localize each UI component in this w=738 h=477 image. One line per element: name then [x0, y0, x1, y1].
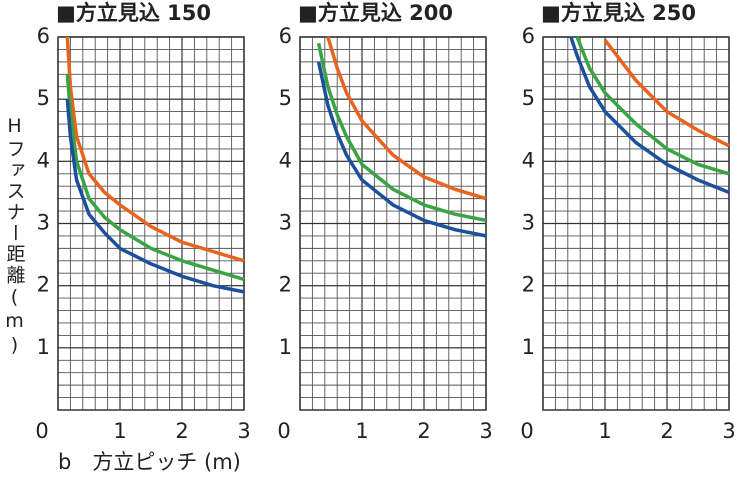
- curve: [65, 36, 245, 263]
- x-tick-label: 1: [598, 419, 611, 443]
- y-tick-label: 6: [522, 24, 535, 48]
- y-tick-label: 3: [522, 211, 535, 235]
- x-tick-label: 2: [660, 419, 673, 443]
- y-tick-label: 3: [279, 211, 292, 235]
- y-tick-label: 2: [37, 273, 50, 297]
- x-tick-label: 1: [113, 419, 126, 443]
- curve: [316, 61, 487, 238]
- curve: [569, 36, 730, 195]
- curve: [603, 39, 730, 148]
- y-tick-label: 1: [37, 335, 50, 359]
- y-tick-label: 5: [522, 86, 535, 110]
- y-tick-label: 6: [279, 24, 292, 48]
- y-tick-label: 2: [279, 273, 292, 297]
- y-tick-label: 4: [279, 148, 292, 172]
- x-tick-label: 2: [417, 419, 430, 443]
- x-tick-label: 1: [355, 419, 368, 443]
- x-tick-label: 0: [35, 419, 48, 443]
- curve: [316, 42, 487, 223]
- y-tick-label: 1: [279, 335, 292, 359]
- x-tick-label: 2: [175, 419, 188, 443]
- x-axis-label: b 方立ピッチ (m): [58, 450, 241, 474]
- y-tick-label: 6: [37, 24, 50, 48]
- panel-title: ■方立見込 150: [56, 1, 211, 25]
- x-tick-label: 0: [277, 419, 290, 443]
- curve: [65, 74, 245, 282]
- y-tick-label: 3: [37, 211, 50, 235]
- curve: [326, 36, 487, 201]
- x-tick-label: 0: [520, 419, 533, 443]
- y-tick-label: 4: [37, 148, 50, 172]
- x-tick-label: 3: [479, 419, 492, 443]
- y-axis-label: Hファスナー距離(m): [4, 115, 26, 358]
- y-tick-label: 2: [522, 273, 535, 297]
- panel-title: ■方立見込 250: [541, 1, 696, 25]
- y-tick-label: 5: [279, 86, 292, 110]
- curve: [65, 99, 245, 294]
- x-tick-label: 3: [722, 419, 735, 443]
- x-tick-label: 3: [237, 419, 250, 443]
- y-tick-label: 1: [522, 335, 535, 359]
- curve: [575, 36, 730, 176]
- panel-title: ■方立見込 200: [298, 1, 453, 25]
- y-tick-label: 4: [522, 148, 535, 172]
- y-tick-label: 5: [37, 86, 50, 110]
